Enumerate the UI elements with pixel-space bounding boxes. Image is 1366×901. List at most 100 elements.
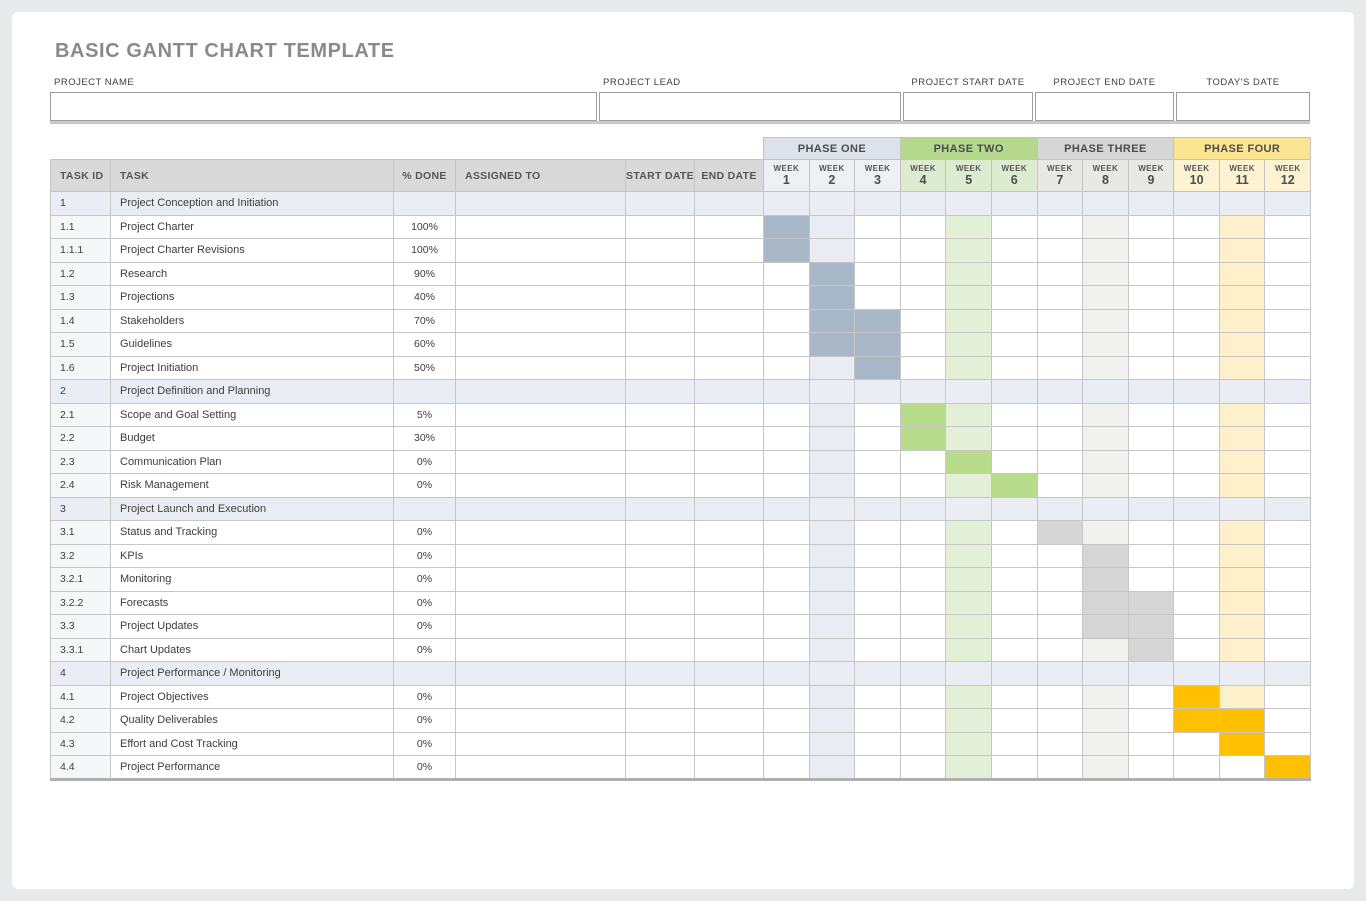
assigned-to-cell[interactable] xyxy=(455,614,626,639)
gantt-shade-week-8[interactable] xyxy=(1082,261,1129,286)
gantt-shade-week-2[interactable] xyxy=(808,238,856,263)
gantt-cell-week-3[interactable] xyxy=(854,567,901,592)
gantt-cell-week-1[interactable] xyxy=(763,355,810,380)
start-date-cell[interactable] xyxy=(625,567,695,592)
gantt-cell-week-3[interactable] xyxy=(854,543,901,568)
gantt-cell-week-12[interactable] xyxy=(1264,308,1312,333)
task-name-cell[interactable]: Projections xyxy=(110,285,394,310)
end-date-cell[interactable] xyxy=(693,567,765,592)
gantt-cell-week-1[interactable] xyxy=(763,661,810,686)
gantt-cell-week-10[interactable] xyxy=(1173,285,1220,310)
gantt-cell-week-6[interactable] xyxy=(990,614,1038,639)
gantt-shade-week-5[interactable] xyxy=(945,684,992,709)
gantt-shade-week-11[interactable] xyxy=(1218,473,1266,498)
start-date-cell[interactable] xyxy=(625,238,695,263)
task-name-cell[interactable]: Stakeholders xyxy=(110,308,394,333)
project-end-date-input[interactable] xyxy=(1035,92,1174,121)
gantt-bar-week-1[interactable] xyxy=(763,214,810,239)
assigned-to-cell[interactable] xyxy=(455,590,626,615)
gantt-shade-week-5[interactable] xyxy=(945,426,992,451)
end-date-cell[interactable] xyxy=(693,355,765,380)
gantt-cell-week-9[interactable] xyxy=(1127,473,1175,498)
task-id-cell[interactable]: 4.2 xyxy=(50,708,111,733)
gantt-shade-week-8[interactable] xyxy=(1082,473,1129,498)
gantt-cell-week-1[interactable] xyxy=(763,332,810,357)
gantt-shade-week-5[interactable] xyxy=(945,285,992,310)
gantt-shade-week-5[interactable] xyxy=(945,590,992,615)
gantt-cell-week-7[interactable] xyxy=(1036,708,1084,733)
gantt-cell-week-9[interactable] xyxy=(1127,426,1175,451)
gantt-cell-week-12[interactable] xyxy=(1264,637,1312,662)
gantt-cell-week-6[interactable] xyxy=(990,684,1038,709)
percent-done-cell[interactable]: 100% xyxy=(393,214,456,239)
gantt-cell-week-9[interactable] xyxy=(1127,567,1175,592)
task-name-cell[interactable]: Project Updates xyxy=(110,614,394,639)
start-date-cell[interactable] xyxy=(625,520,695,545)
gantt-cell-week-12[interactable] xyxy=(1264,590,1312,615)
gantt-cell-week-4[interactable] xyxy=(899,755,947,780)
gantt-shade-week-5[interactable] xyxy=(945,355,992,380)
gantt-cell-week-10[interactable] xyxy=(1173,261,1220,286)
end-date-cell[interactable] xyxy=(693,285,765,310)
gantt-shade-week-11[interactable] xyxy=(1218,520,1266,545)
gantt-shade-week-11[interactable] xyxy=(1218,614,1266,639)
gantt-cell-week-6[interactable] xyxy=(990,402,1038,427)
task-id-cell[interactable]: 1.1.1 xyxy=(50,238,111,263)
gantt-shade-week-2[interactable] xyxy=(808,637,856,662)
project-name-input[interactable] xyxy=(50,92,597,121)
gantt-shade-week-8[interactable] xyxy=(1082,755,1129,780)
gantt-shade-week-2[interactable] xyxy=(808,520,856,545)
gantt-cell-week-7[interactable] xyxy=(1036,402,1084,427)
end-date-cell[interactable] xyxy=(693,661,765,686)
gantt-cell-week-8[interactable] xyxy=(1082,379,1129,404)
gantt-cell-week-1[interactable] xyxy=(763,543,810,568)
start-date-cell[interactable] xyxy=(625,285,695,310)
gantt-bar-week-2[interactable] xyxy=(808,308,856,333)
gantt-shade-week-11[interactable] xyxy=(1218,426,1266,451)
start-date-cell[interactable] xyxy=(625,308,695,333)
gantt-cell-week-6[interactable] xyxy=(990,661,1038,686)
gantt-cell-week-9[interactable] xyxy=(1127,285,1175,310)
gantt-cell-week-12[interactable] xyxy=(1264,214,1312,239)
gantt-cell-week-7[interactable] xyxy=(1036,379,1084,404)
start-date-cell[interactable] xyxy=(625,590,695,615)
gantt-shade-week-2[interactable] xyxy=(808,402,856,427)
gantt-cell-week-10[interactable] xyxy=(1173,567,1220,592)
task-name-cell[interactable]: Quality Deliverables xyxy=(110,708,394,733)
gantt-bar-week-6[interactable] xyxy=(990,473,1038,498)
gantt-bar-week-11[interactable] xyxy=(1218,731,1266,756)
gantt-cell-week-12[interactable] xyxy=(1264,402,1312,427)
gantt-bar-week-8[interactable] xyxy=(1082,614,1129,639)
gantt-shade-week-5[interactable] xyxy=(945,520,992,545)
task-id-cell[interactable]: 2.1 xyxy=(50,402,111,427)
gantt-shade-week-5[interactable] xyxy=(945,308,992,333)
task-id-cell[interactable]: 3.3 xyxy=(50,614,111,639)
gantt-cell-week-9[interactable] xyxy=(1127,684,1175,709)
gantt-cell-week-6[interactable] xyxy=(990,214,1038,239)
gantt-bar-week-8[interactable] xyxy=(1082,590,1129,615)
gantt-shade-week-8[interactable] xyxy=(1082,708,1129,733)
gantt-shade-week-8[interactable] xyxy=(1082,308,1129,333)
gantt-cell-week-7[interactable] xyxy=(1036,191,1084,216)
gantt-bar-week-9[interactable] xyxy=(1127,637,1175,662)
gantt-cell-week-12[interactable] xyxy=(1264,355,1312,380)
start-date-cell[interactable] xyxy=(625,614,695,639)
gantt-cell-week-1[interactable] xyxy=(763,379,810,404)
assigned-to-cell[interactable] xyxy=(455,637,626,662)
task-id-cell[interactable]: 1.6 xyxy=(50,355,111,380)
gantt-cell-week-12[interactable] xyxy=(1264,520,1312,545)
end-date-cell[interactable] xyxy=(693,473,765,498)
assigned-to-cell[interactable] xyxy=(455,379,626,404)
todays-date-input[interactable] xyxy=(1176,92,1310,121)
percent-done-cell[interactable]: 0% xyxy=(393,731,456,756)
task-id-cell[interactable]: 1.4 xyxy=(50,308,111,333)
gantt-shade-week-5[interactable] xyxy=(945,238,992,263)
gantt-cell-week-3[interactable] xyxy=(854,402,901,427)
percent-done-cell[interactable] xyxy=(393,191,456,216)
gantt-cell-week-10[interactable] xyxy=(1173,308,1220,333)
start-date-cell[interactable] xyxy=(625,661,695,686)
end-date-cell[interactable] xyxy=(693,543,765,568)
gantt-shade-week-11[interactable] xyxy=(1218,449,1266,474)
gantt-cell-week-10[interactable] xyxy=(1173,402,1220,427)
gantt-cell-week-3[interactable] xyxy=(854,496,901,521)
